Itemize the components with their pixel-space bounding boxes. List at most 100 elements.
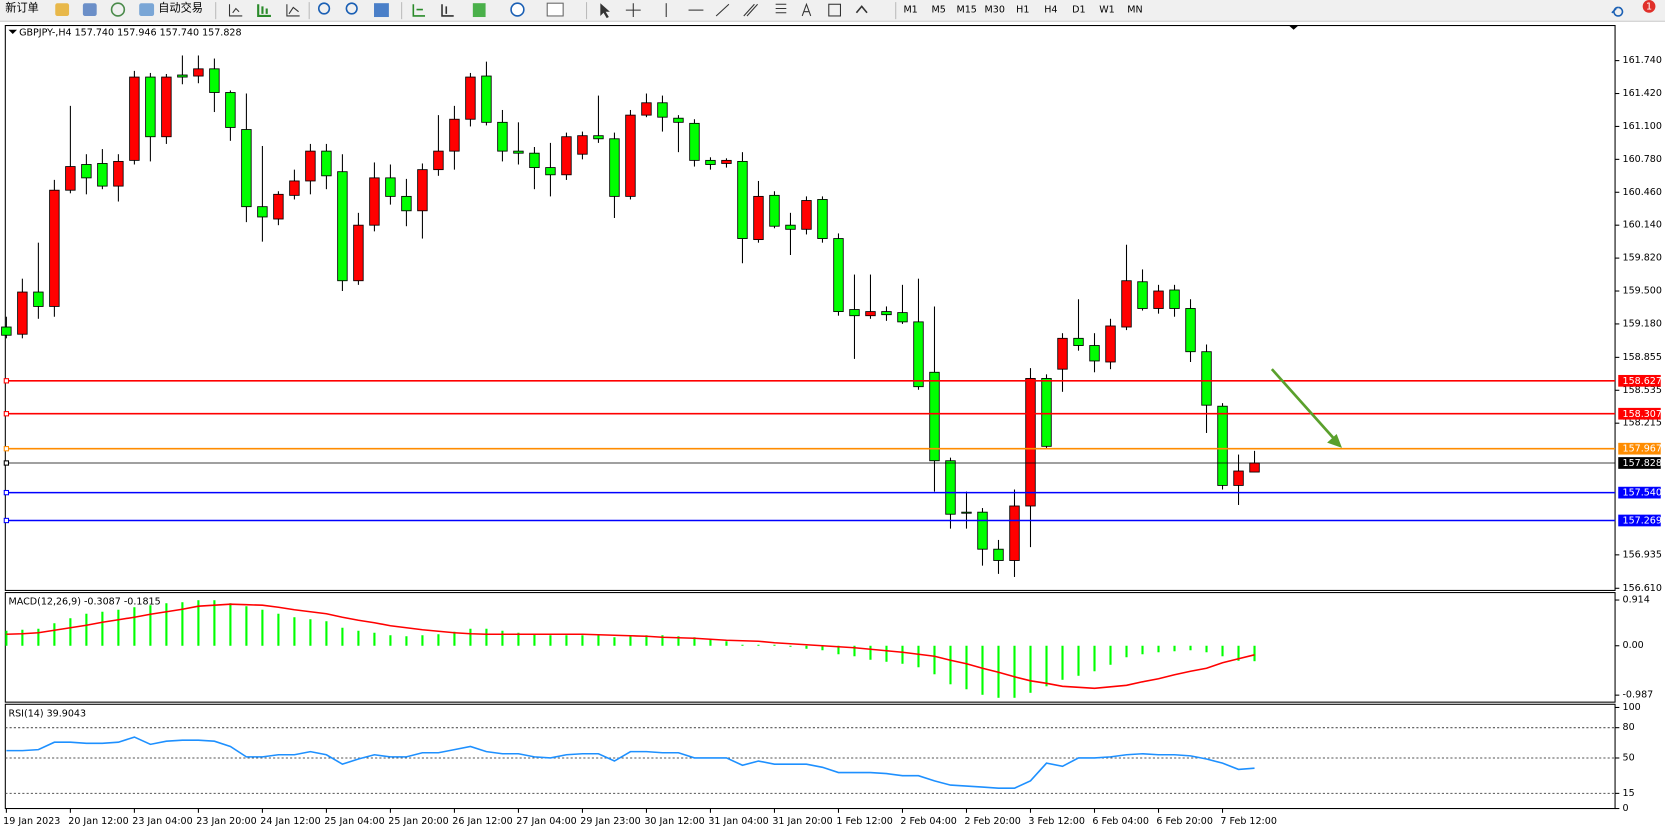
timeframe-button[interactable]: H4 (1044, 5, 1057, 16)
candle-body (81, 164, 92, 179)
candle-body (561, 136, 572, 176)
candle-body (993, 548, 1004, 561)
candle-body (65, 166, 76, 191)
annotation-arrowhead (1327, 434, 1342, 448)
macd-bar (661, 635, 664, 646)
candle-body (433, 150, 444, 171)
x-tick-label: 23 Jan 04:00 (132, 816, 192, 827)
candle-body (1153, 290, 1164, 309)
y-tick-label: 80 (1622, 722, 1634, 733)
tile-icon[interactable] (374, 3, 389, 18)
x-tick-label: 31 Jan 20:00 (772, 816, 832, 827)
timeframe-button[interactable]: M5 (931, 5, 945, 16)
indicators-icon[interactable] (472, 3, 486, 18)
toolbar-icon[interactable] (55, 3, 70, 16)
candle-body (209, 68, 220, 93)
timeframe-button[interactable]: W1 (1099, 5, 1115, 16)
candle-body (865, 311, 876, 317)
macd-bar (965, 645, 968, 690)
x-tick-label: 20 Jan 12:00 (68, 816, 128, 827)
candle-body (1009, 505, 1020, 561)
macd-bar (1029, 645, 1032, 693)
cursor-icon[interactable] (600, 3, 610, 19)
candle-body (1249, 462, 1260, 473)
candle-body (753, 195, 764, 241)
macd-bar (805, 645, 808, 649)
line-chart-icon[interactable] (286, 4, 300, 17)
macd-bar (1093, 645, 1096, 672)
notification-count: 1 (1646, 1, 1652, 12)
zoom-in-icon[interactable] (317, 2, 331, 15)
candle-body (657, 102, 668, 118)
candle-body (721, 159, 732, 164)
zoom-out-icon[interactable] (345, 2, 358, 15)
macd-bar (469, 628, 472, 646)
text-icon[interactable] (801, 2, 812, 17)
macd-bar (341, 627, 344, 646)
y-tick-label: 15 (1622, 788, 1634, 799)
macd-bar (1189, 645, 1192, 651)
candle-body (1, 326, 12, 336)
macd-bar (629, 636, 632, 646)
timeframe-button[interactable]: MN (1127, 5, 1142, 16)
crosshair-icon[interactable] (625, 3, 641, 18)
macd-bar (837, 645, 840, 655)
notification-badge[interactable] (1642, 0, 1656, 13)
marks: 161.740 161.420 161.100 160.780 160.460 160.1… (1, 55, 1662, 827)
macd-bar (69, 618, 72, 646)
x-tick-label: 19 Jan 2023 (3, 816, 60, 827)
candle-body (529, 152, 540, 169)
scroll-icon[interactable] (412, 4, 426, 17)
x-tick-label: 27 Jan 04:00 (516, 816, 576, 827)
channel-icon[interactable] (743, 3, 758, 17)
macd-bar (1077, 645, 1080, 676)
candle-body (401, 195, 412, 212)
macd-bar (21, 629, 24, 646)
toolbar-icon[interactable] (82, 3, 97, 16)
x-tick-label: 2 Feb 20:00 (964, 816, 1021, 827)
price-label: 157.828 (1622, 458, 1661, 469)
candle-body (225, 92, 236, 128)
new-order-button[interactable]: 新订单 (5, 1, 38, 15)
bar-chart-icon[interactable] (228, 4, 243, 17)
auto-trading-icon[interactable] (139, 3, 155, 16)
macd-bar (693, 637, 696, 646)
candle-chart-icon[interactable] (257, 4, 271, 18)
trendline-icon[interactable] (715, 3, 730, 17)
macd-bar (165, 603, 168, 646)
periods-icon[interactable] (510, 2, 525, 17)
x-tick-label: 25 Jan 20:00 (388, 816, 448, 827)
y-tick-label: 159.820 (1622, 253, 1661, 264)
candle-body (1057, 337, 1068, 370)
fibo-icon[interactable] (775, 3, 787, 14)
candle-body (785, 224, 796, 230)
macd-bar (181, 602, 184, 646)
candle-body (33, 291, 44, 307)
candle-body (1201, 351, 1212, 406)
arrows-icon[interactable] (855, 5, 868, 14)
candle-body (385, 177, 396, 197)
auto-trading-button[interactable]: 自动交易 (158, 1, 203, 15)
y-tick-label: 161.740 (1622, 55, 1661, 66)
macd-bar (453, 631, 456, 646)
macd-bar (725, 641, 728, 646)
timeframe-button[interactable]: M15 (957, 5, 977, 16)
timeframe-button[interactable]: D1 (1072, 5, 1085, 16)
macd-bar (117, 609, 120, 646)
shift-icon[interactable] (441, 4, 454, 17)
x-tick-label: 1 Feb 12:00 (836, 816, 893, 827)
candle-body (97, 163, 108, 187)
macd-bar (373, 632, 376, 646)
x-tick-label: 3 Feb 12:00 (1028, 816, 1085, 827)
price-label-box (1618, 374, 1661, 387)
label-icon[interactable] (828, 3, 842, 17)
candle-body (833, 238, 844, 313)
templates-icon[interactable] (546, 2, 564, 17)
timeframe-button[interactable]: H1 (1016, 5, 1029, 16)
candle-body (769, 194, 780, 227)
timeframe-button[interactable]: M30 (985, 5, 1005, 16)
price-label: 157.540 (1622, 488, 1661, 499)
timeframe-button[interactable]: M1 (903, 5, 917, 16)
toolbar-icon[interactable] (110, 2, 126, 17)
search-icon[interactable] (1611, 6, 1624, 17)
